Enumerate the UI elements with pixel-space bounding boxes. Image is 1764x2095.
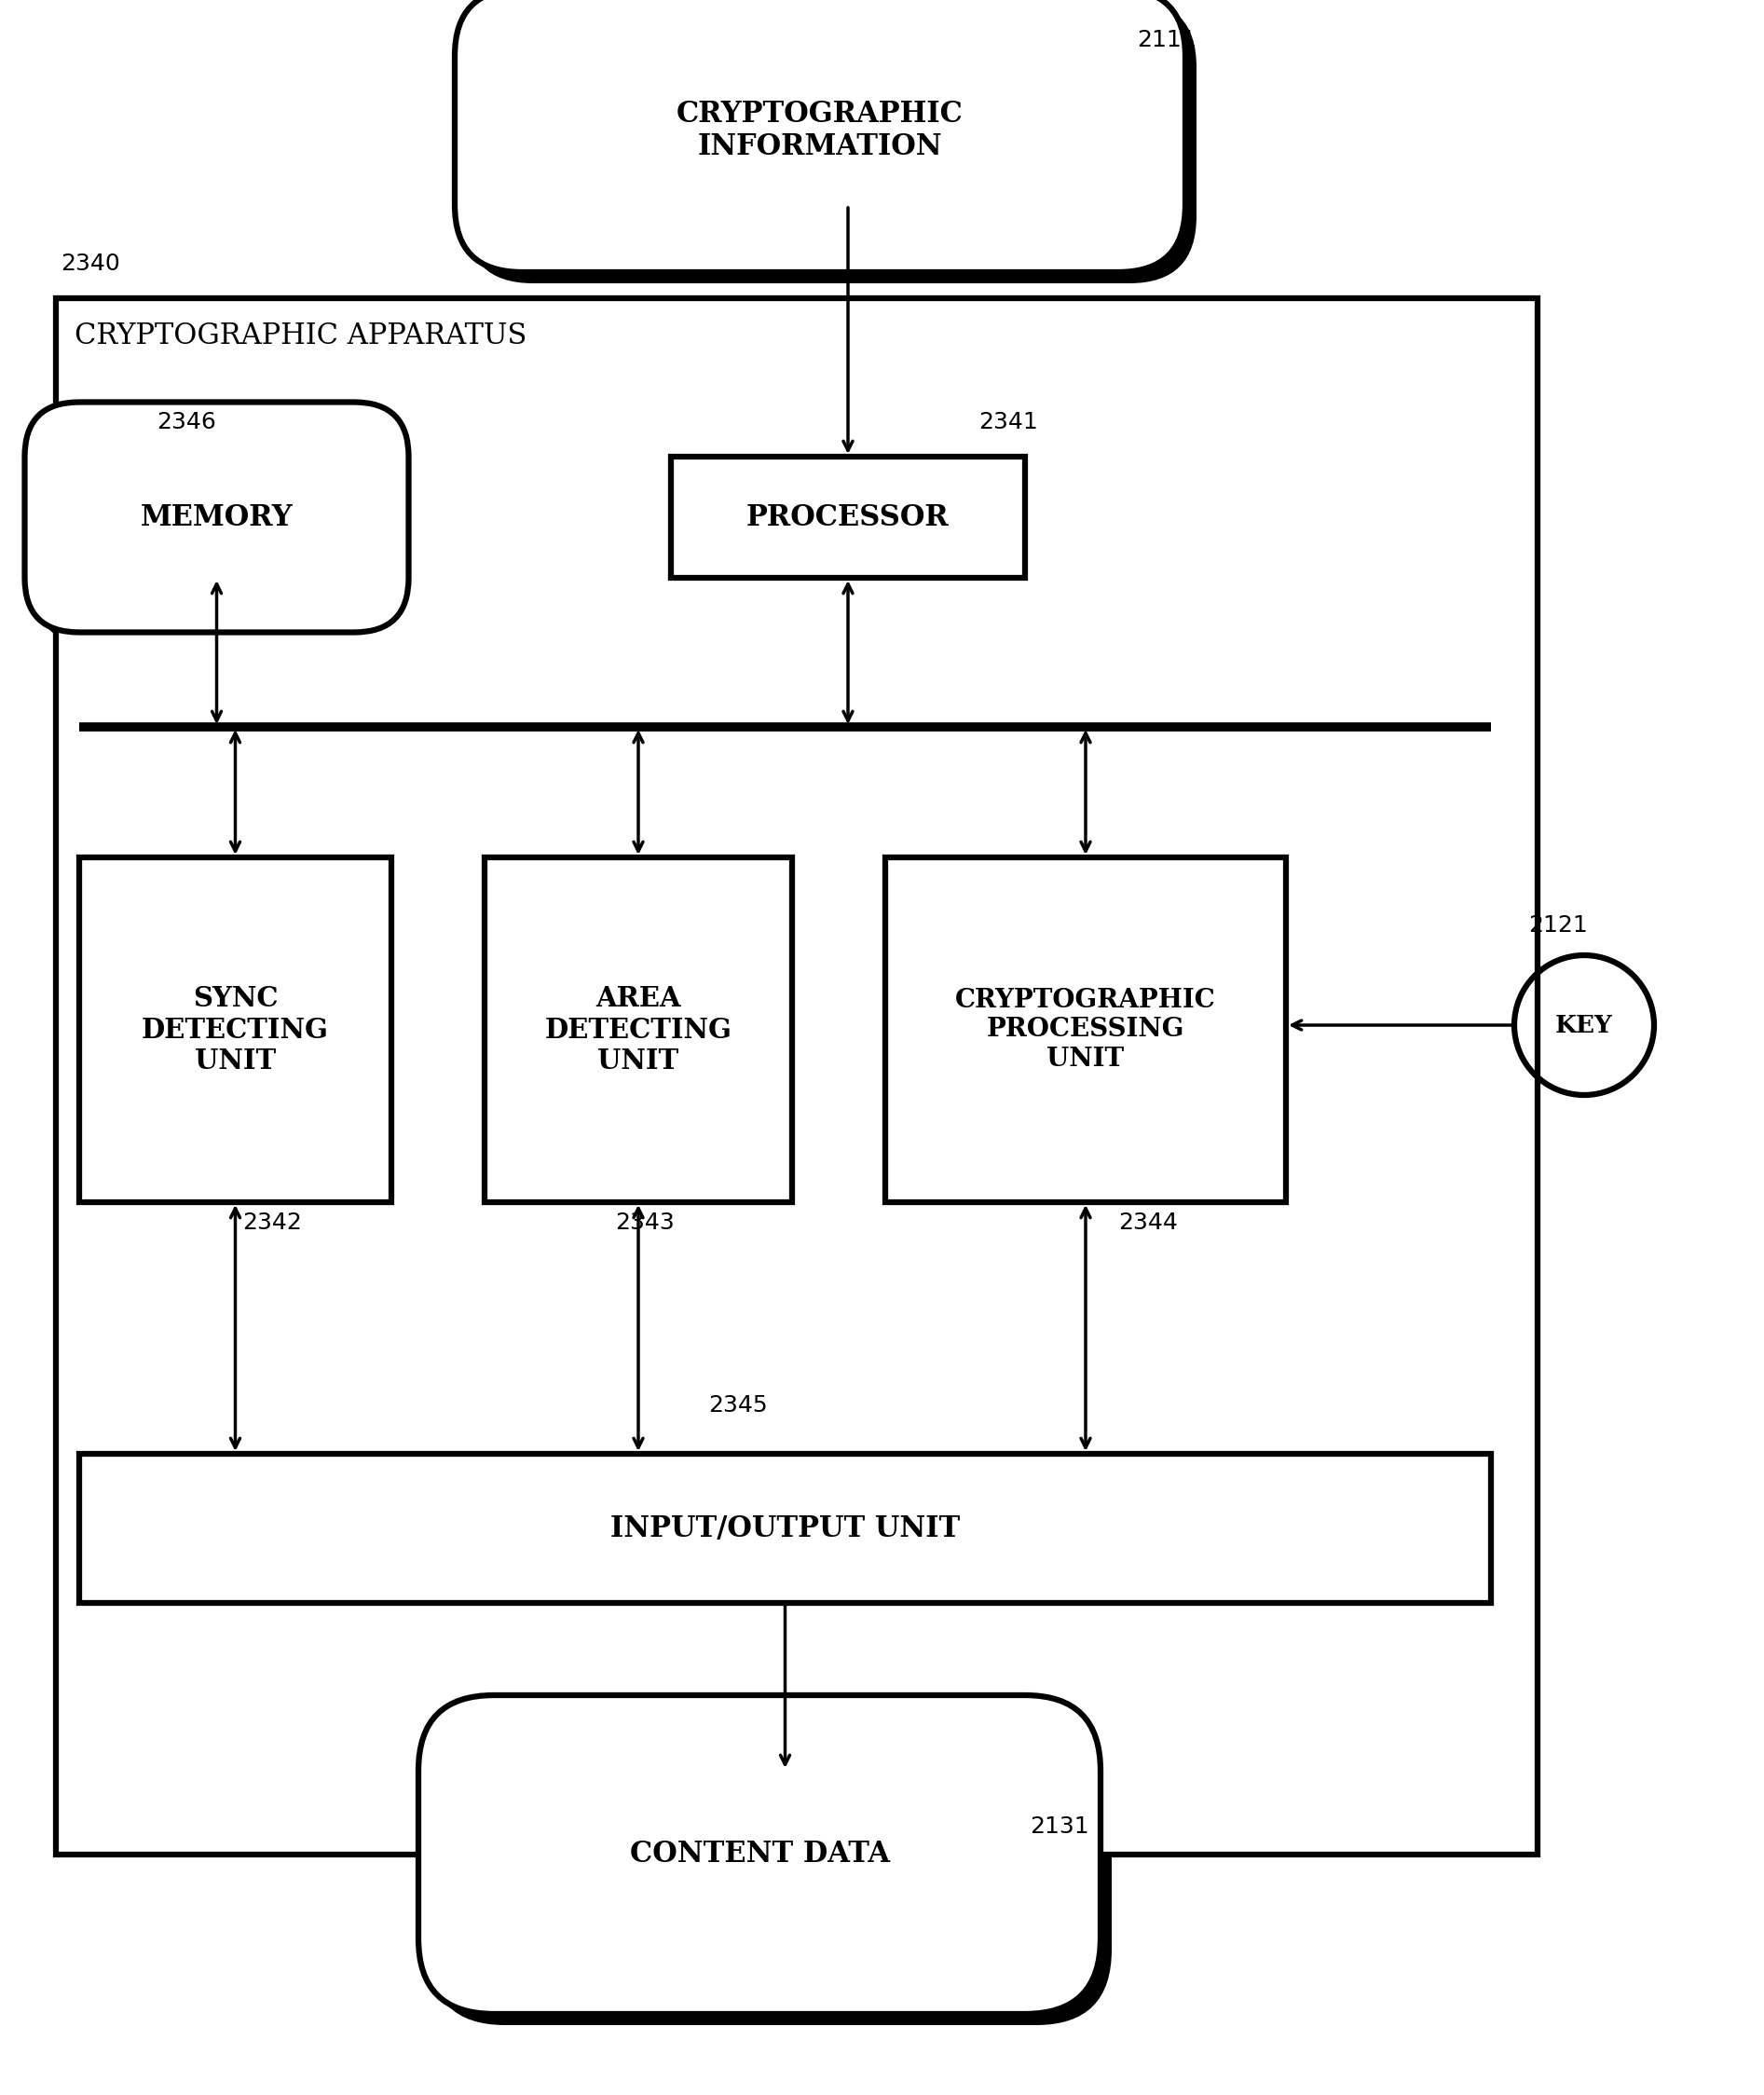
Text: MEMORY: MEMORY <box>141 503 293 532</box>
Text: 2131: 2131 <box>1030 1816 1088 1837</box>
Text: 2346: 2346 <box>157 411 217 434</box>
Text: 2344: 2344 <box>1118 1211 1178 1234</box>
Text: 2345: 2345 <box>707 1393 767 1416</box>
FancyBboxPatch shape <box>25 402 409 633</box>
Text: SYNC
DETECTING
UNIT: SYNC DETECTING UNIT <box>141 985 328 1075</box>
FancyBboxPatch shape <box>35 413 420 643</box>
Text: CRYPTOGRAPHIC APPARATUS: CRYPTOGRAPHIC APPARATUS <box>74 321 527 350</box>
Bar <box>684 469 1037 591</box>
FancyBboxPatch shape <box>430 1707 1111 2026</box>
Text: 2111: 2111 <box>1136 29 1196 50</box>
FancyBboxPatch shape <box>418 1695 1101 2013</box>
Bar <box>670 457 1025 578</box>
Text: CONTENT DATA: CONTENT DATA <box>630 1839 889 1869</box>
Text: AREA
DETECTING
UNIT: AREA DETECTING UNIT <box>545 985 732 1075</box>
Bar <box>92 869 404 1215</box>
Text: INPUT/OUTPUT UNIT: INPUT/OUTPUT UNIT <box>610 1515 960 1542</box>
Text: 2342: 2342 <box>242 1211 302 1234</box>
Bar <box>898 869 1298 1215</box>
Text: 2341: 2341 <box>979 411 1037 434</box>
FancyBboxPatch shape <box>466 0 1196 283</box>
Text: 2121: 2121 <box>1528 913 1588 936</box>
Bar <box>56 297 1538 1854</box>
FancyBboxPatch shape <box>455 0 1185 272</box>
Text: CRYPTOGRAPHIC
INFORMATION: CRYPTOGRAPHIC INFORMATION <box>677 98 963 161</box>
Text: 2343: 2343 <box>616 1211 674 1234</box>
Bar <box>92 1466 1505 1615</box>
Bar <box>886 857 1286 1203</box>
Text: 2340: 2340 <box>60 253 120 274</box>
Text: CRYPTOGRAPHIC
PROCESSING
UNIT: CRYPTOGRAPHIC PROCESSING UNIT <box>956 989 1215 1071</box>
Text: KEY: KEY <box>1556 1014 1612 1037</box>
Bar <box>79 857 392 1203</box>
Text: PROCESSOR: PROCESSOR <box>746 503 949 532</box>
Bar <box>79 1454 1491 1603</box>
Bar <box>497 869 804 1215</box>
Bar <box>485 857 792 1203</box>
